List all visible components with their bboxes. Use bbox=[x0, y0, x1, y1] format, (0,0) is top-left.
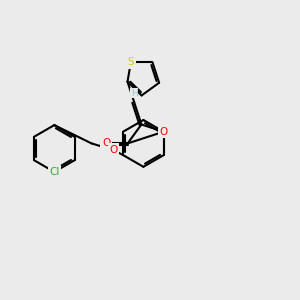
Text: S: S bbox=[128, 57, 134, 67]
Text: O: O bbox=[102, 138, 110, 148]
Text: O: O bbox=[109, 145, 118, 155]
Text: O: O bbox=[160, 127, 168, 137]
Text: Cl: Cl bbox=[49, 167, 59, 177]
Text: H: H bbox=[131, 89, 138, 98]
